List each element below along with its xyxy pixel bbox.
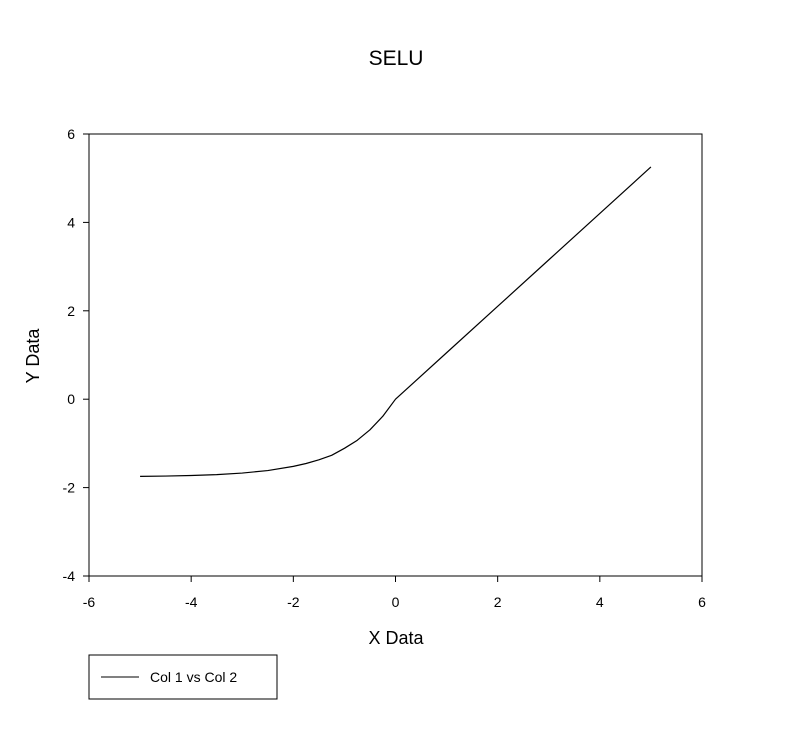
y-tick-label: 0: [67, 391, 75, 407]
x-tick-label: 2: [494, 594, 502, 610]
x-tick-label: -2: [287, 594, 300, 610]
y-tick-label: 4: [67, 214, 75, 230]
x-axis-ticks: -6 -4 -2 0 2 4 6: [83, 576, 706, 610]
x-tick-label: 6: [698, 594, 706, 610]
x-tick-label: -4: [185, 594, 198, 610]
y-axis-ticks: -4 -2 0 2 4 6: [63, 126, 89, 584]
y-axis-title: Y Data: [23, 328, 43, 384]
series-layer: [140, 166, 652, 477]
x-axis-title: X Data: [368, 628, 424, 648]
y-tick-label: -2: [63, 480, 76, 496]
x-tick-label: -6: [83, 594, 96, 610]
y-tick-label: 6: [67, 126, 75, 142]
x-tick-label: 4: [596, 594, 604, 610]
legend-label: Col 1 vs Col 2: [150, 669, 237, 685]
series-line-0: [140, 166, 652, 477]
y-tick-label: 2: [67, 303, 75, 319]
x-tick-label: 0: [392, 594, 400, 610]
y-tick-label: -4: [63, 568, 76, 584]
plot-frame: [88, 133, 703, 577]
chart-title: SELU: [369, 47, 424, 70]
legend: Col 1 vs Col 2: [88, 654, 278, 700]
